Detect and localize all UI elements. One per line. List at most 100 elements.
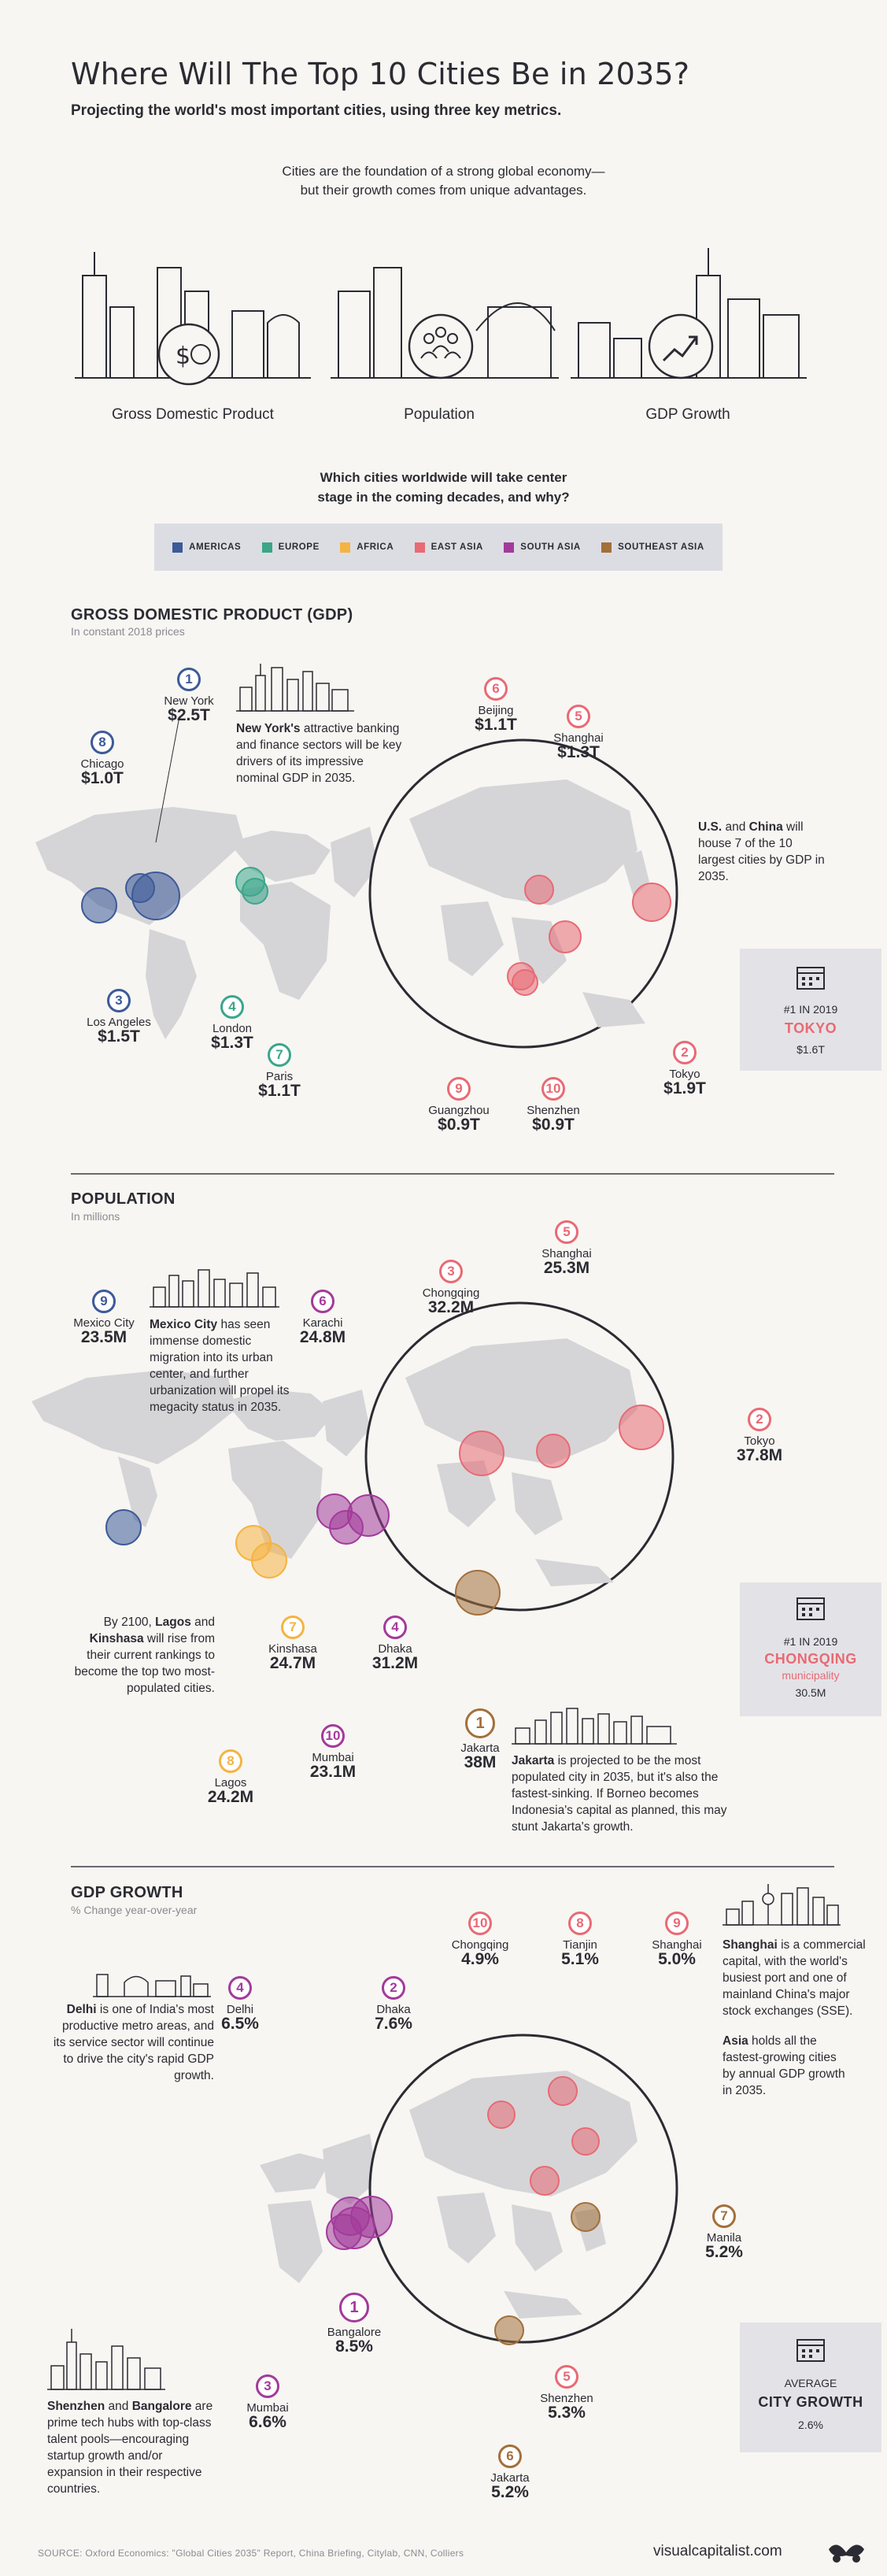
question-line-2: stage in the coming decades, and why? — [317, 490, 570, 505]
jakarta-skyline-icon — [512, 1708, 677, 1745]
city-name: Paris — [265, 1070, 294, 1083]
city-name: Dhaka — [378, 1642, 412, 1656]
card-label: #1 IN 2019 — [783, 1635, 838, 1648]
city-value: 31.2M — [371, 1654, 419, 1672]
rank-badge: 6 — [484, 677, 508, 701]
city-name: Jakarta — [490, 2471, 530, 2485]
intro-line-1: Cities are the foundation of a strong gl… — [282, 164, 605, 179]
gdp-section-title: GROSS DOMESTIC PRODUCT (GDP) — [71, 606, 353, 624]
pop-bubble-dhaka — [347, 1494, 390, 1537]
city-value: 6.5% — [221, 2015, 259, 2033]
section-divider — [71, 1173, 834, 1175]
city-name: Tianjin — [563, 1938, 597, 1952]
growth-average-card: AVERAGE CITY GROWTH 2.6% — [740, 2322, 881, 2452]
source-footer: SOURCE: Oxford Economics: "Global Cities… — [38, 2548, 464, 2559]
city-value: 23.1M — [309, 1763, 357, 1781]
gdp-city-beijing: 6 Beijing $1.1T — [445, 677, 547, 733]
city-name: Los Angeles — [87, 1016, 151, 1029]
rank-badge: 9 — [92, 1290, 116, 1313]
gdp-city-tokyo: 2 Tokyo $1.9T — [634, 1041, 736, 1097]
growth-city-bangalore: 1 Bangalore 8.5% — [303, 2293, 405, 2355]
card-city: CITY GROWTH — [758, 2394, 863, 2410]
gdp-city-chicago: 8 Chicago $1.0T — [51, 731, 153, 786]
city-value: $1.5T — [98, 1027, 140, 1046]
growth-city-manila: 7 Manila 5.2% — [673, 2204, 775, 2260]
note-text: has seen immense domestic migration into… — [150, 1318, 290, 1414]
card-value: 2.6% — [798, 2419, 823, 2431]
rank-badge: 7 — [712, 2204, 736, 2228]
note-text: By 2100, — [103, 1616, 156, 1629]
gdp-city-new-york: 1 New York $2.5T — [138, 668, 240, 724]
gdp-2019-card: #1 IN 2019 TOKYO $1.6T — [740, 949, 881, 1071]
rank-badge: 1 — [177, 668, 201, 691]
city-value: $0.9T — [438, 1116, 480, 1134]
legend-swatch — [261, 542, 272, 553]
pop-2019-card: #1 IN 2019 CHONGQING municipality 30.5M — [740, 1582, 881, 1716]
delhi-skyline-icon — [93, 1974, 211, 1997]
gdp-bubble-tokyo — [632, 883, 671, 922]
city-name: Shenzhen — [527, 1104, 580, 1117]
legend-swatch — [504, 542, 515, 553]
legend-item-africa: AFRICA — [340, 542, 394, 553]
city-name: Shanghai — [541, 1247, 592, 1260]
rank-badge: 10 — [541, 1077, 565, 1101]
legend-item-europe: EUROPE — [261, 542, 320, 553]
rank-badge: 4 — [383, 1616, 407, 1639]
city-value: 25.3M — [543, 1259, 590, 1277]
note-text: will house 7 of the 10 largest cities by… — [698, 820, 825, 883]
gdp-city-shenzhen: 10 Shenzhen $0.9T — [502, 1077, 604, 1133]
pop-mexico-note: Mexico City has seen immense domestic mi… — [150, 1316, 295, 1416]
rank-badge: 3 — [107, 989, 131, 1012]
mexico-city-skyline-icon — [150, 1269, 279, 1308]
card-label: #1 IN 2019 — [783, 1003, 838, 1016]
note-bold: Shanghai — [723, 1938, 778, 1952]
section-divider — [71, 1866, 834, 1867]
pop-bubble-kinshasa — [251, 1542, 287, 1579]
note-text: and — [105, 2400, 132, 2413]
question-line-1: Which cities worldwide will take center — [320, 470, 567, 485]
population-section-subtitle: In millions — [71, 1210, 120, 1223]
growth-bubble-manila — [571, 2202, 601, 2232]
rank-badge: 2 — [382, 1976, 405, 2000]
rank-badge: 4 — [220, 995, 244, 1019]
rank-badge: 8 — [91, 731, 114, 754]
metric-label-population: Population — [404, 406, 475, 423]
note-bold: China — [748, 820, 783, 834]
pop-city-mumbai: 10 Mumbai 23.1M — [282, 1724, 384, 1781]
city-value: 4.9% — [461, 1950, 499, 1968]
pop-bubble-chongqing — [459, 1430, 504, 1476]
calendar-icon — [796, 2339, 825, 2362]
gdp-section-subtitle: In constant 2018 prices — [71, 625, 185, 638]
note-bold: Shenzhen — [47, 2400, 105, 2413]
gdp-bubble-chicago — [125, 873, 155, 903]
note-text: is projected to be the most populated ci… — [512, 1754, 727, 1834]
mustache-logo-icon — [829, 2545, 864, 2563]
pop-city-tokyo: 2 Tokyo 37.8M — [708, 1408, 811, 1464]
card-value: 30.5M — [795, 1686, 826, 1699]
pop-city-mexico-city: 9 Mexico City 23.5M — [53, 1290, 155, 1345]
gdp-bubble-los-angeles — [81, 887, 117, 923]
legend-label: AFRICA — [357, 542, 394, 552]
note-text: is a commercial capital, with the world'… — [723, 1938, 866, 2018]
rank-badge: 4 — [228, 1976, 252, 2000]
gdp-bubble-beijing — [524, 875, 554, 905]
city-value: 5.1% — [561, 1950, 599, 1968]
legend-item-southeast-asia: SOUTHEAST ASIA — [601, 542, 704, 553]
city-value: 24.8M — [299, 1328, 346, 1346]
region-legend: AMERICAS EUROPE AFRICA EAST ASIA SOUTH A… — [154, 524, 723, 571]
city-name: Delhi — [226, 2003, 254, 2016]
note-bold: Delhi — [66, 2003, 97, 2016]
growth-bubble-tianjin — [548, 2076, 578, 2106]
note-bold: New York's — [236, 722, 301, 735]
city-name: Tokyo — [744, 1434, 775, 1448]
card-sub: municipality — [782, 1669, 840, 1682]
legend-label: AMERICAS — [189, 542, 242, 552]
note-bold: Kinshasa — [89, 1632, 144, 1645]
legend-item-americas: AMERICAS — [172, 542, 241, 553]
city-name: Chongqing — [451, 1938, 509, 1952]
note-text: attractive banking and finance sectors w… — [236, 722, 402, 785]
rank-badge: 10 — [321, 1724, 345, 1748]
growth-shanghai-note: Shanghai is a commercial capital, with t… — [723, 1937, 880, 2019]
shenzhen-bangalore-skyline-icon — [47, 2329, 165, 2390]
city-value: 24.2M — [207, 1788, 254, 1806]
